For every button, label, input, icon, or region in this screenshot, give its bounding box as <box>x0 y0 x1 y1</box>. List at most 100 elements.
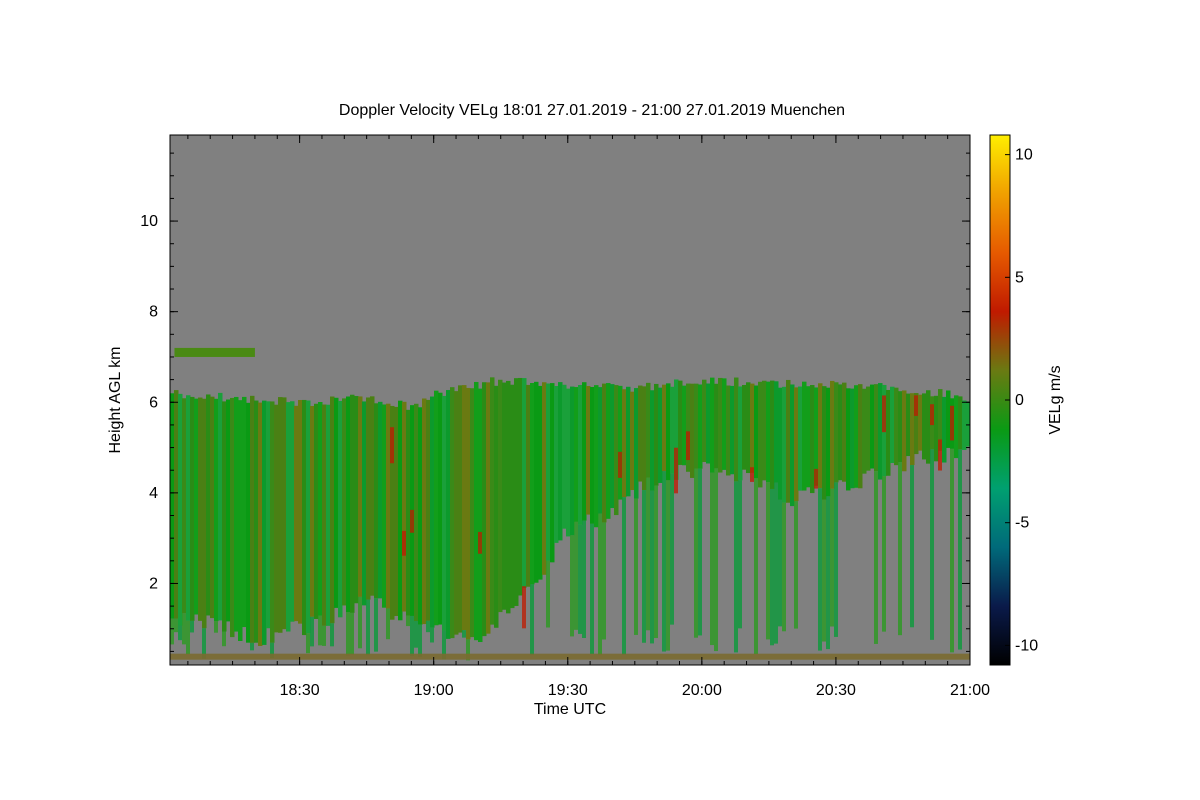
echo-column <box>626 386 631 497</box>
fall-streak <box>318 615 322 646</box>
fall-streak <box>834 482 838 637</box>
fall-streak <box>330 623 334 647</box>
echo-column <box>658 387 663 483</box>
echo-column <box>546 383 551 561</box>
fall-streak <box>270 642 274 658</box>
echo-column <box>342 398 347 606</box>
echo-column <box>682 385 687 466</box>
echo-column <box>538 385 543 580</box>
echo-column <box>382 404 387 608</box>
echo-column <box>594 385 599 528</box>
echo-column <box>966 401 970 447</box>
echo-column <box>654 383 659 486</box>
echo-column <box>786 379 791 503</box>
echo-column <box>622 389 627 498</box>
echo-column <box>738 386 743 481</box>
echo-column <box>298 399 303 624</box>
fall-streak <box>898 462 902 636</box>
echo-column <box>462 385 467 631</box>
echo-column <box>670 386 675 474</box>
echo-column <box>438 392 443 625</box>
echo-column <box>270 401 275 643</box>
echo-column <box>662 384 667 472</box>
echo-column <box>962 400 967 450</box>
updraft-patch <box>930 404 934 426</box>
echo-column <box>762 380 767 481</box>
echo-column <box>710 377 715 473</box>
updraft-patch <box>478 531 482 554</box>
echo-column <box>530 382 535 585</box>
echo-column <box>390 405 395 620</box>
echo-column <box>834 382 839 483</box>
plot-area <box>169 134 971 666</box>
echo-column <box>846 388 851 491</box>
fall-streak <box>306 633 310 654</box>
echo-column <box>618 385 623 500</box>
echo-column <box>494 385 499 628</box>
fall-streak <box>694 468 698 638</box>
fall-streak <box>350 612 354 655</box>
fall-streak <box>546 560 550 628</box>
x-tick-label: 20:30 <box>816 682 856 699</box>
echo-column <box>170 393 175 619</box>
echo-column <box>842 382 847 482</box>
echo-column <box>310 405 315 617</box>
echo-column <box>426 399 431 621</box>
y-tick-label: 2 <box>149 575 158 592</box>
fall-streak <box>574 521 578 630</box>
echo-column <box>646 382 651 478</box>
echo-column <box>814 387 819 486</box>
echo-column <box>722 378 727 470</box>
fall-streak <box>466 639 470 661</box>
echo-column <box>194 398 199 615</box>
fall-streak <box>642 490 646 643</box>
updraft-patch <box>938 439 942 471</box>
echo-column <box>866 386 871 471</box>
echo-column <box>650 390 655 491</box>
y-tick-label: 10 <box>140 213 158 230</box>
x-tick-label: 20:00 <box>682 682 722 699</box>
echo-column <box>466 387 471 640</box>
echo-column <box>598 387 603 514</box>
fall-streak <box>650 490 654 644</box>
echo-column <box>674 379 679 480</box>
fall-streak <box>190 620 194 633</box>
fall-streak <box>670 473 674 625</box>
echo-column <box>490 377 495 625</box>
echo-column <box>838 384 843 481</box>
x-tick-label: 21:00 <box>950 682 990 699</box>
echo-column <box>918 394 923 451</box>
echo-column <box>810 385 815 494</box>
updraft-patch <box>914 395 918 416</box>
echo-column <box>482 382 487 637</box>
echo-column <box>178 393 183 626</box>
fall-streak <box>818 488 822 651</box>
echo-column <box>442 395 447 631</box>
echo-column <box>386 403 391 609</box>
echo-column <box>790 384 795 507</box>
echo-column <box>506 380 511 614</box>
fall-streak <box>654 485 658 639</box>
echo-column <box>446 390 451 639</box>
y-axis: 2 4 6 8 10 <box>140 152 970 652</box>
fall-streak <box>214 621 218 633</box>
fall-streak <box>250 642 254 651</box>
echo-column <box>510 384 515 609</box>
echo-column <box>630 391 635 491</box>
fall-streak <box>430 627 434 643</box>
echo-column <box>802 381 807 491</box>
echo-column <box>186 395 191 621</box>
echo-column <box>338 400 343 618</box>
echo-column <box>870 384 875 469</box>
echo-column <box>562 384 567 529</box>
updraft-patch <box>882 395 886 433</box>
echo-column <box>230 397 235 638</box>
fall-streak <box>910 465 914 628</box>
updraft-patch <box>674 447 678 494</box>
updraft-patch <box>814 468 818 489</box>
echo-column <box>182 398 187 614</box>
echo-column <box>782 386 787 503</box>
fall-streak <box>414 621 418 648</box>
echo-column <box>350 394 355 613</box>
